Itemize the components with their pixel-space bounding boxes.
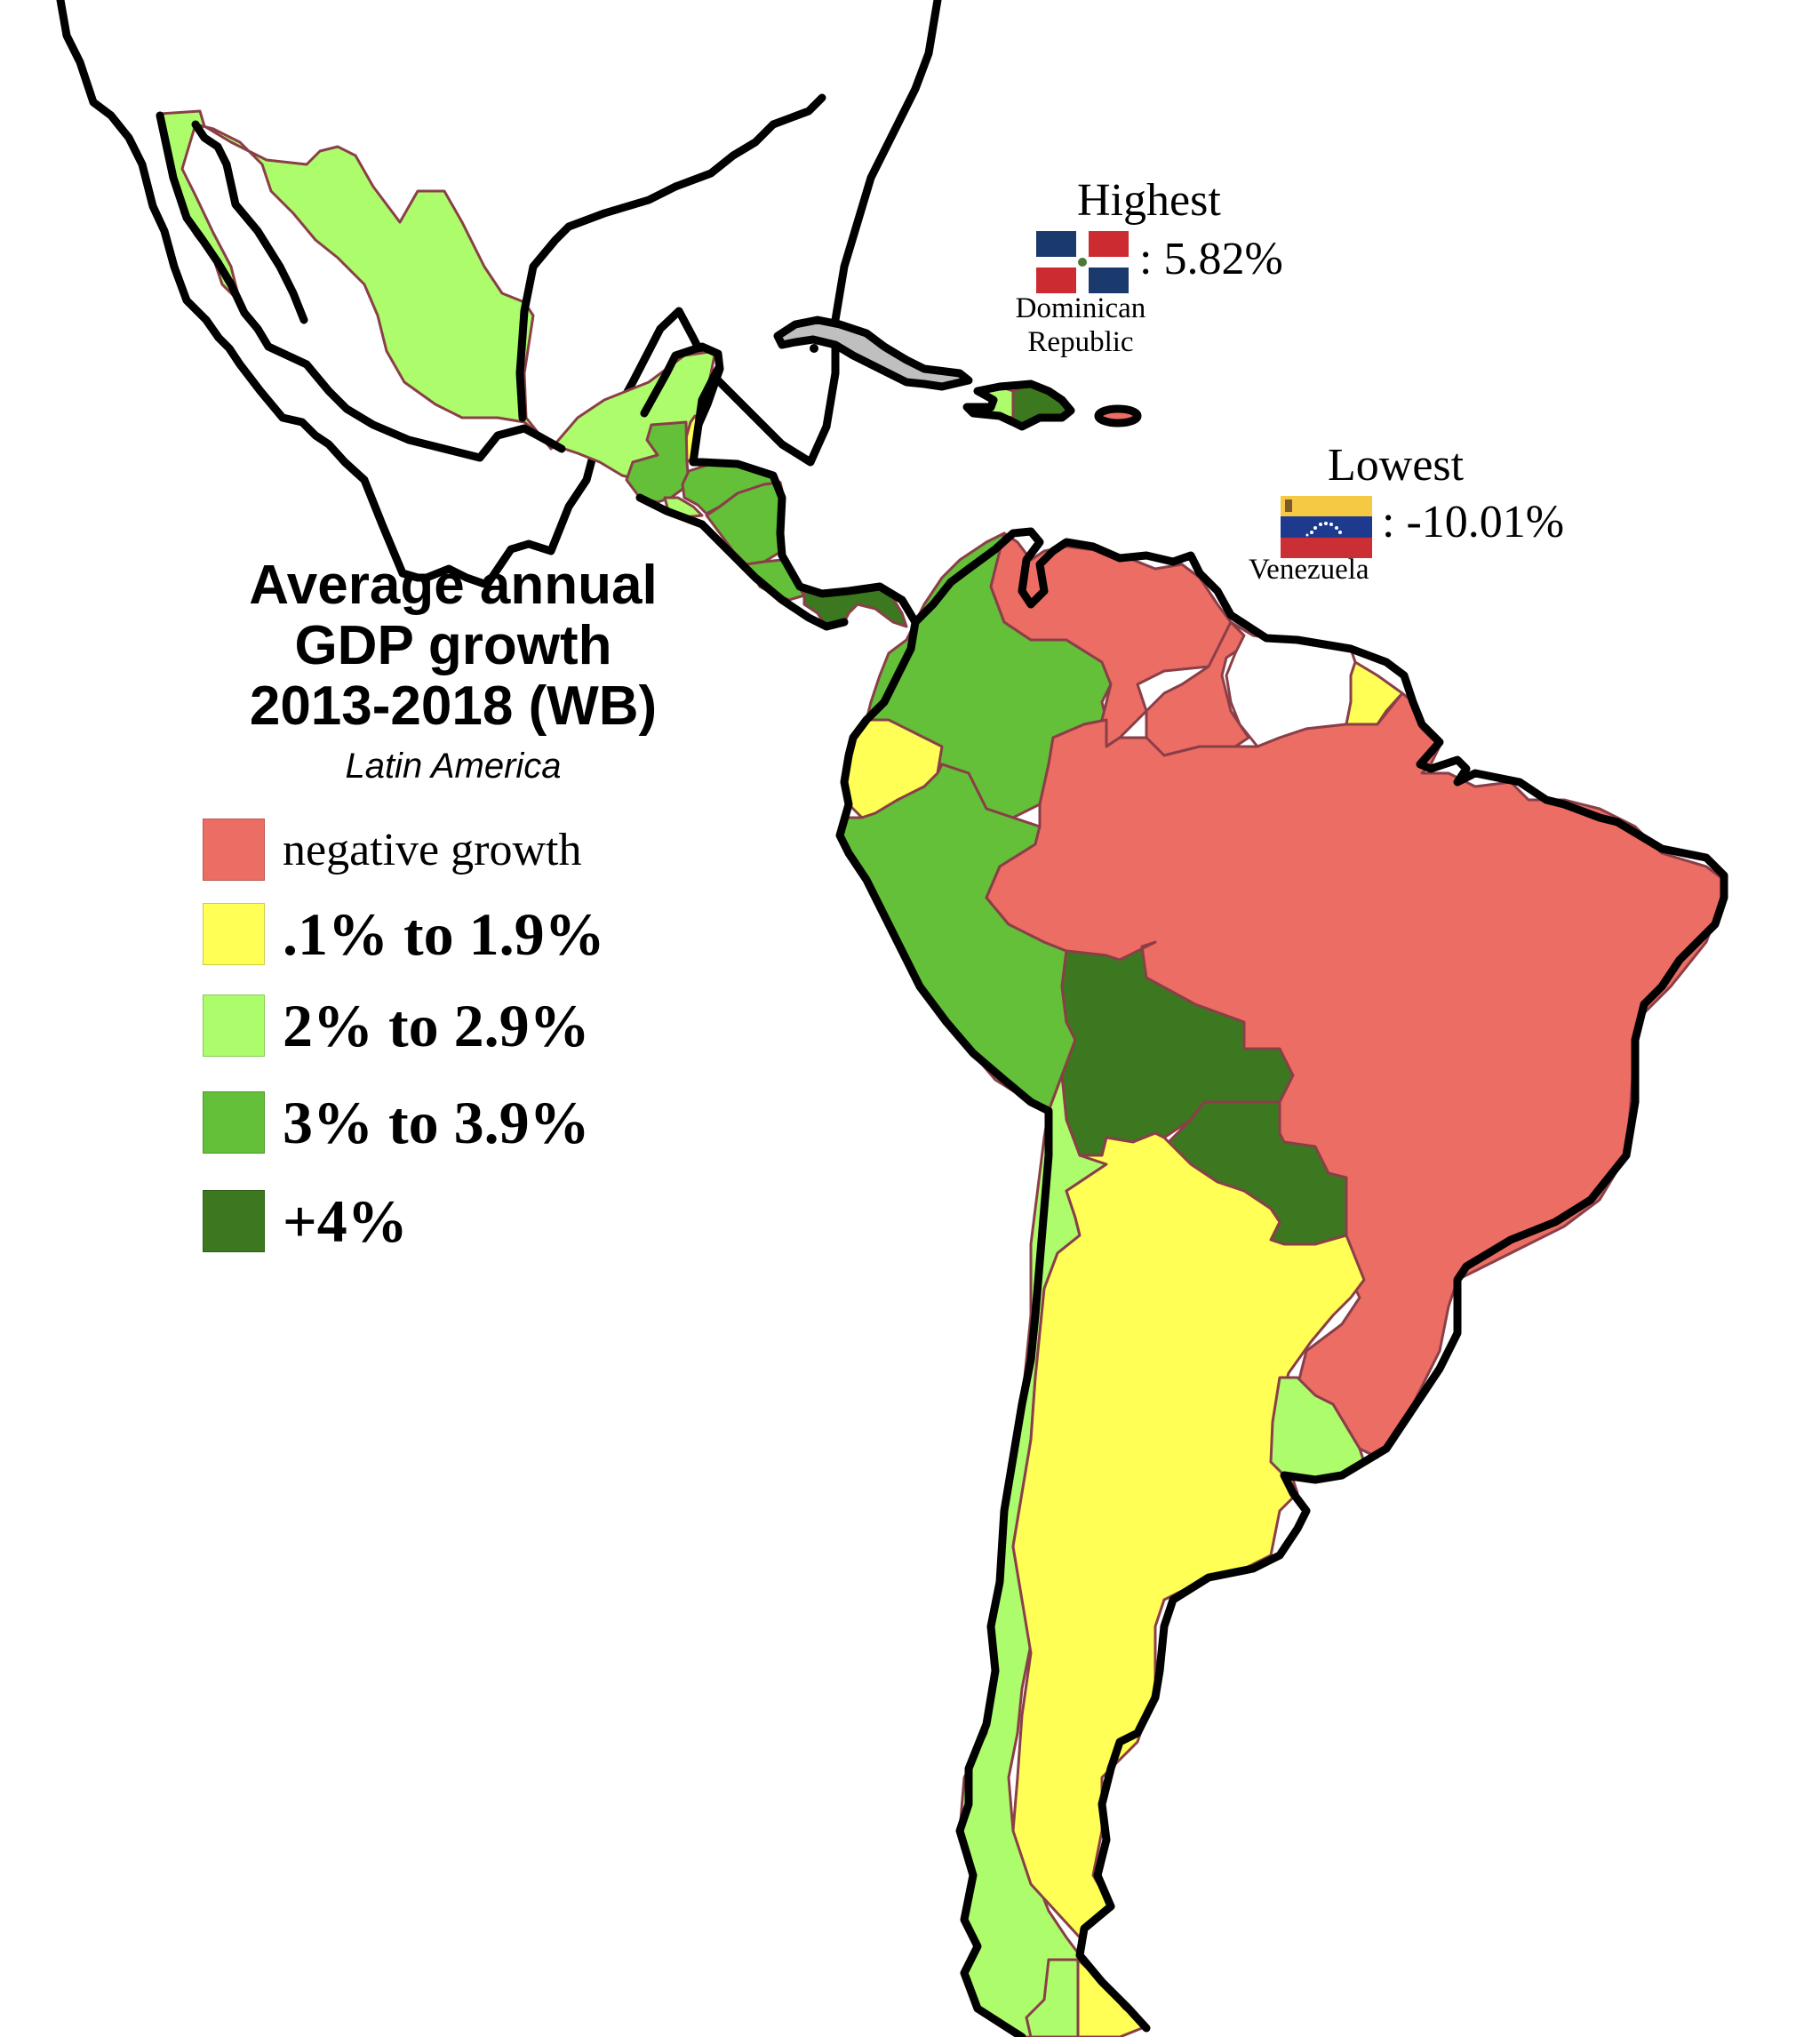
highest-country-line-2: Republic — [1027, 326, 1134, 358]
dominican-republic-flag-icon — [1036, 231, 1129, 293]
country-brazil — [985, 691, 1726, 1459]
country-argentina — [1011, 1131, 1366, 1939]
country-cuba — [776, 318, 970, 388]
legend-label-mid-low: 2% to 2.9% — [283, 991, 590, 1059]
south-america-west-coastline — [835, 618, 1053, 2037]
isle-of-youth — [810, 344, 818, 353]
central-america-coastline — [635, 364, 920, 631]
highest-value: : 5.82% — [1139, 234, 1283, 284]
title-line-3: 2013-2018 (WB) — [249, 675, 658, 737]
legend-item-high: +4% — [203, 1187, 408, 1255]
highest-country-line-1: Dominican — [1015, 292, 1146, 324]
usa-coastline — [56, 0, 942, 589]
lowest-value: : -10.01% — [1382, 497, 1565, 547]
lowest-heading: Lowest — [1328, 440, 1465, 491]
legend-swatch-mid-low — [203, 995, 265, 1057]
legend-item-mid-high: 3% to 3.9% — [203, 1089, 590, 1156]
highest-heading: Highest — [1077, 175, 1221, 226]
legend-swatch-negative — [203, 819, 265, 881]
cuba-coastline — [773, 316, 973, 391]
highest-country: Dominican Republic — [992, 292, 1169, 359]
mexico-coastline — [156, 93, 826, 462]
puerto-rico-coastline — [1094, 404, 1142, 427]
map-subtitle: Latin America — [345, 747, 562, 786]
legend-item-negative: negative growth — [203, 818, 581, 882]
legend-label-low: .1% to 1.9% — [283, 899, 605, 968]
venezuela-flag-icon — [1281, 496, 1372, 558]
legend-swatch-high — [203, 1190, 265, 1252]
legend-swatch-low — [203, 903, 265, 965]
south-america-coastline — [911, 527, 1728, 2033]
legend-item-mid-low: 2% to 2.9% — [203, 991, 590, 1059]
legend-label-negative: negative growth — [283, 824, 582, 875]
legend-item-low: .1% to 1.9% — [203, 900, 605, 968]
country-chile-tierra-del-fuego — [1025, 1958, 1080, 2037]
legend-label-high: +4% — [283, 1186, 408, 1255]
legend-swatch-mid-high — [203, 1091, 265, 1154]
hispaniola-coastline — [962, 379, 1075, 431]
legend-label-mid-high: 3% to 3.9% — [283, 1088, 590, 1156]
title-line-2: GDP growth — [294, 615, 612, 676]
title-line-1: Average annual — [249, 555, 658, 616]
lowest-country: Venezuela — [1249, 554, 1369, 586]
map-title: Average annual GDP growth 2013-2018 (WB) — [204, 555, 702, 737]
country-mexico — [158, 109, 717, 482]
